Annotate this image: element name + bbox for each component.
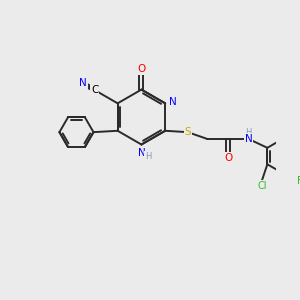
- Text: N: N: [169, 97, 177, 107]
- Text: N: N: [137, 148, 145, 158]
- Text: N: N: [79, 78, 87, 88]
- Text: O: O: [137, 64, 146, 74]
- Text: N: N: [245, 134, 253, 144]
- Text: O: O: [224, 153, 232, 163]
- Text: Cl: Cl: [257, 181, 267, 191]
- Text: C: C: [91, 85, 99, 94]
- Text: S: S: [184, 127, 191, 137]
- Text: H: H: [245, 128, 252, 137]
- Text: F: F: [297, 176, 300, 186]
- Text: H: H: [145, 152, 152, 161]
